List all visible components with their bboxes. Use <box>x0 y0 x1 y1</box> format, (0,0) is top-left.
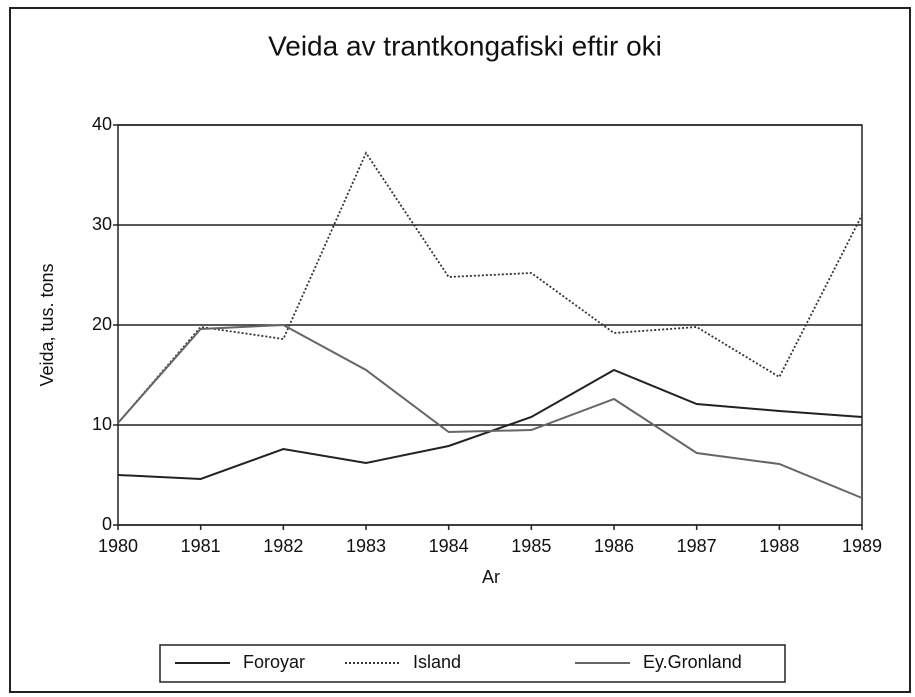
x-tick-label: 1985 <box>511 536 551 556</box>
x-tick-label: 1986 <box>594 536 634 556</box>
legend-box <box>159 644 786 683</box>
x-tick-label: 1981 <box>181 536 221 556</box>
y-tick-label: 30 <box>92 214 112 234</box>
x-tick-label: 1983 <box>346 536 386 556</box>
x-tick-label: 1988 <box>759 536 799 556</box>
chart-title: Veida av trantkongafiski eftir oki <box>268 30 662 61</box>
y-tick-label: 40 <box>92 114 112 134</box>
x-tick-label: 1987 <box>677 536 717 556</box>
frame <box>9 7 911 693</box>
x-tick-label: 1982 <box>263 536 303 556</box>
series-line <box>117 323 863 499</box>
legend-label: Island <box>413 652 461 672</box>
y-tick-label: 10 <box>92 414 112 434</box>
y-axis-label: Veida, tus. tons <box>37 263 57 386</box>
legend-label: Ey.Gronland <box>643 652 742 672</box>
legend-label: Foroyar <box>243 652 305 672</box>
x-axis-label: Ar <box>482 567 500 587</box>
x-tick-label: 1980 <box>98 536 138 556</box>
y-tick-label: 0 <box>102 514 112 534</box>
x-tick-label: 1984 <box>429 536 469 556</box>
series-line <box>117 151 863 424</box>
y-tick-label: 20 <box>92 314 112 334</box>
x-tick-label: 1989 <box>842 536 882 556</box>
